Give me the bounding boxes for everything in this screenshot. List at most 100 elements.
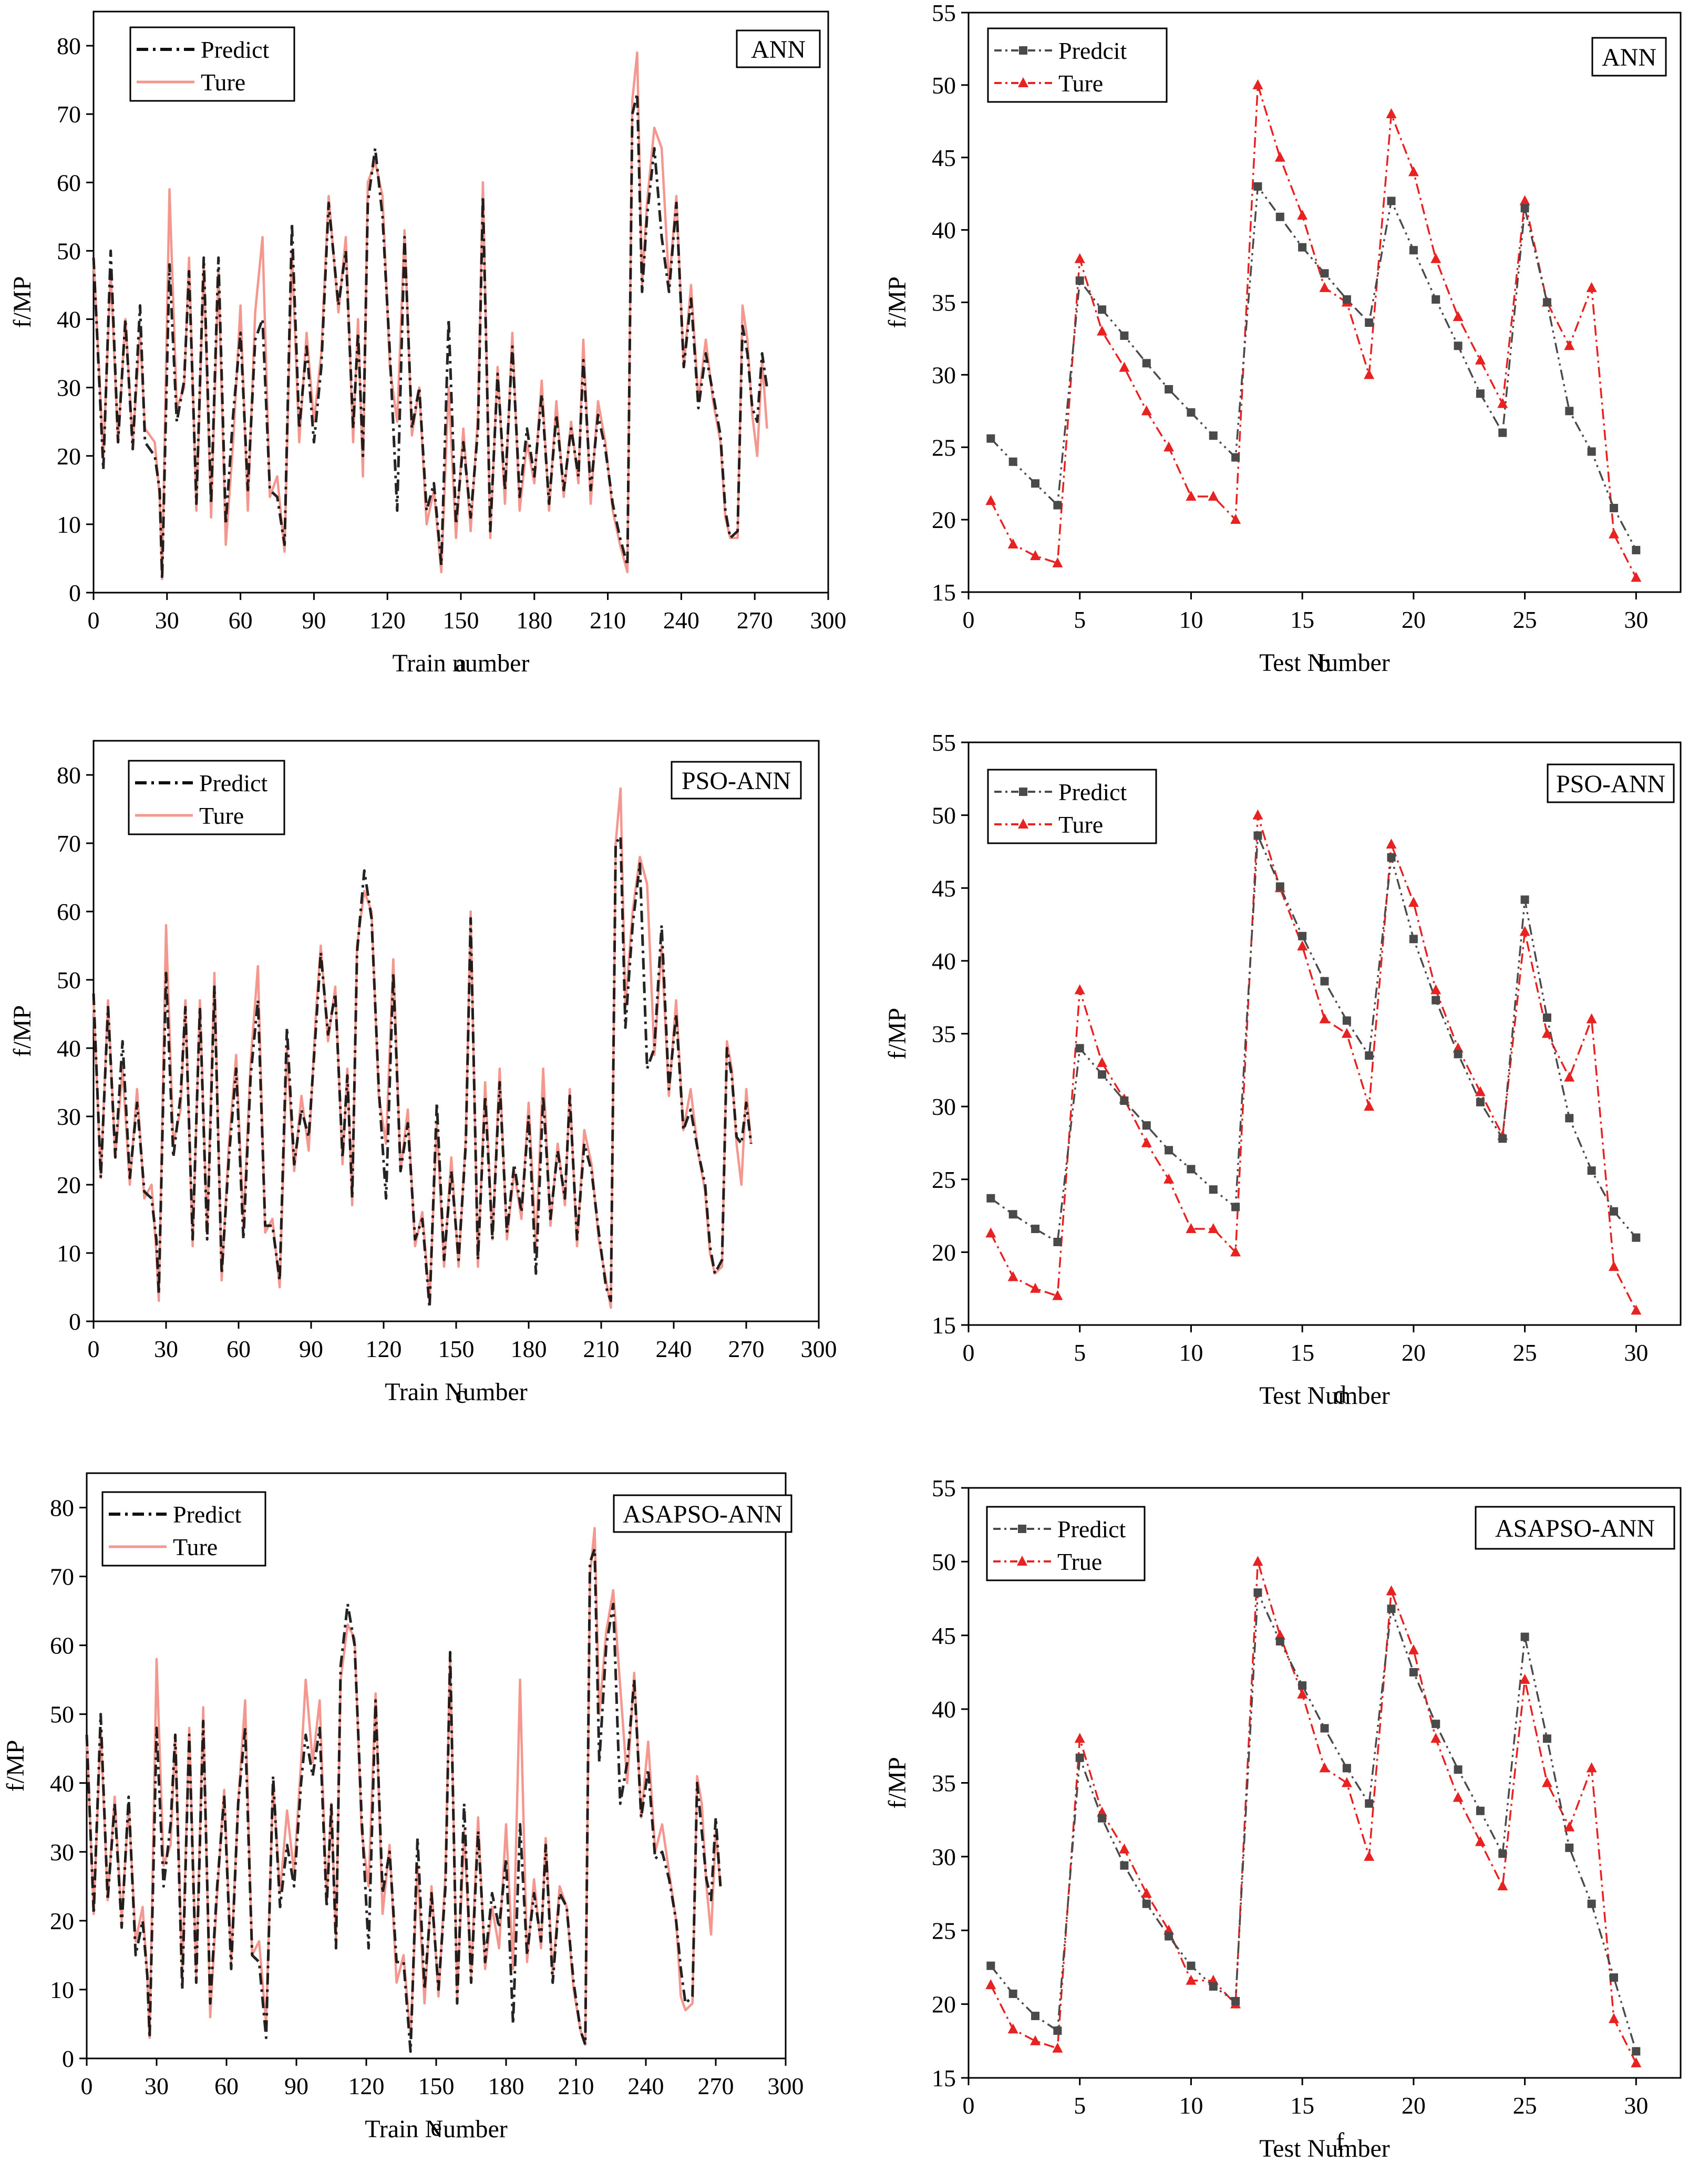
x-tick-label: 30 [1624, 606, 1648, 633]
predict-point [1142, 359, 1151, 368]
predict-point [1520, 204, 1529, 213]
y-tick-label: 30 [932, 361, 956, 388]
true-point [1608, 1261, 1619, 1271]
model-label-box [1591, 37, 1667, 77]
x-axis-label: Train Number [385, 1378, 528, 1406]
true-point [1586, 1013, 1597, 1023]
x-tick-label: 30 [145, 2073, 169, 2099]
x-tick-label: 15 [1290, 2092, 1314, 2119]
chart-panel-d: 0 5 10 15 20 25 30 15 20 25 30 35 40 45 50 55 Test Numbe… [883, 729, 1682, 1410]
legend-label-predict: Predict [199, 770, 268, 796]
x-tick-label: 20 [1402, 606, 1426, 633]
predict-point [1565, 1844, 1574, 1852]
x-tick-label: 270 [737, 607, 773, 634]
true-point [1141, 1888, 1152, 1898]
true-point [1297, 210, 1308, 220]
y-tick-label: 10 [57, 511, 81, 538]
true-point [1208, 491, 1219, 501]
true-point [1519, 1673, 1530, 1684]
x-tick-label: 0 [81, 2073, 93, 2099]
legend-label-true: Ture [201, 69, 245, 96]
predict-point [1342, 1764, 1351, 1773]
legend-box [987, 769, 1157, 844]
legend: Predcit Ture [987, 27, 1168, 103]
series-line-true [990, 85, 1637, 578]
predict-point [1587, 447, 1596, 456]
chart-panel-c: 0 30 60 90 120 150 180 210 240 270 300 0 10 20 30 40 50 6… [8, 740, 837, 1409]
predict-point [1031, 2012, 1040, 2021]
true-point [1364, 1101, 1375, 1111]
predict-point [1120, 1861, 1129, 1870]
true-point [1074, 253, 1085, 263]
predict-point [1454, 341, 1463, 350]
y-tick-label: 15 [932, 1312, 956, 1339]
y-tick-label: 25 [932, 1166, 956, 1193]
predict-point [1565, 1114, 1574, 1123]
y-axis-label: f/MP [883, 276, 911, 328]
predict-point [1476, 389, 1485, 398]
true-point [1564, 340, 1575, 350]
true-point [1341, 1777, 1352, 1787]
predict-point [1231, 1997, 1240, 2006]
legend-box [128, 760, 285, 835]
series-line-predict [990, 184, 1637, 551]
predict-point [1098, 305, 1107, 314]
predict-point [1476, 1098, 1485, 1106]
predict-point [1498, 428, 1507, 437]
predict-point [1298, 243, 1307, 252]
true-point [1230, 514, 1241, 524]
y-axis-label: f/MP [8, 276, 36, 328]
chart-panel-e: 0 30 60 90 120 150 180 210 240 270 300 0 10 20 30 40 50 6… [2, 1472, 804, 2143]
true-point [1564, 1071, 1575, 1082]
panel-label: e [430, 2114, 441, 2141]
x-tick-label: 25 [1513, 606, 1537, 633]
predict-point [1632, 1233, 1641, 1242]
x-tick-label: 10 [1179, 1339, 1203, 1366]
chart-panel-a: 0 30 60 90 120 150 180 210 240 270 300 0 10 20 30 40 50 6… [8, 11, 847, 677]
x-axis-label: Train number [393, 649, 530, 677]
true-point [1408, 896, 1419, 907]
x-tick-label: 25 [1513, 2092, 1537, 2119]
predict-point [1409, 1668, 1418, 1676]
true-point [1608, 528, 1619, 539]
predict-point [1165, 385, 1173, 394]
true-point [1497, 1880, 1508, 1891]
predict-point [1542, 1734, 1551, 1743]
true-point [1453, 311, 1464, 322]
x-tick-label: 210 [583, 1336, 620, 1362]
y-tick-label: 35 [932, 1021, 956, 1048]
x-tick-label: 0 [963, 1339, 975, 1366]
predict-point [986, 1961, 995, 1970]
true-point [1097, 325, 1108, 336]
true-point [1364, 1850, 1375, 1861]
predict-point [1209, 1982, 1218, 1991]
y-tick-label: 60 [50, 1632, 74, 1659]
predict-point [1520, 895, 1529, 904]
x-axis-label: Test Number [1259, 2135, 1390, 2162]
panel-label: a [455, 649, 466, 677]
y-tick-label: 80 [57, 762, 81, 789]
true-point [1030, 550, 1041, 561]
x-tick-label: 120 [348, 2073, 385, 2099]
predict-point [1187, 1961, 1196, 1970]
x-tick-label: 5 [1074, 1339, 1086, 1366]
legend: Predict Ture [101, 1491, 266, 1567]
y-tick-label: 0 [62, 2045, 74, 2072]
predict-point [1120, 331, 1129, 340]
predict-point [1498, 1849, 1507, 1858]
predict-point [1253, 182, 1262, 191]
x-axis-label: Test Number [1259, 1382, 1390, 1410]
true-point [1608, 2013, 1619, 2023]
y-tick-label: 50 [932, 802, 956, 829]
model-label: ASAPSO-ANN [1495, 1515, 1655, 1543]
predict-point [1187, 408, 1196, 417]
y-tick-label: 45 [932, 144, 956, 171]
series-line-true [990, 815, 1637, 1311]
x-tick-label: 90 [302, 607, 326, 634]
predict-point [1008, 457, 1017, 466]
predict-point [1387, 1605, 1396, 1613]
legend-box [129, 26, 295, 102]
x-tick-label: 270 [728, 1336, 765, 1362]
true-point [1252, 1556, 1263, 1566]
legend: Predict Ture [987, 769, 1157, 844]
